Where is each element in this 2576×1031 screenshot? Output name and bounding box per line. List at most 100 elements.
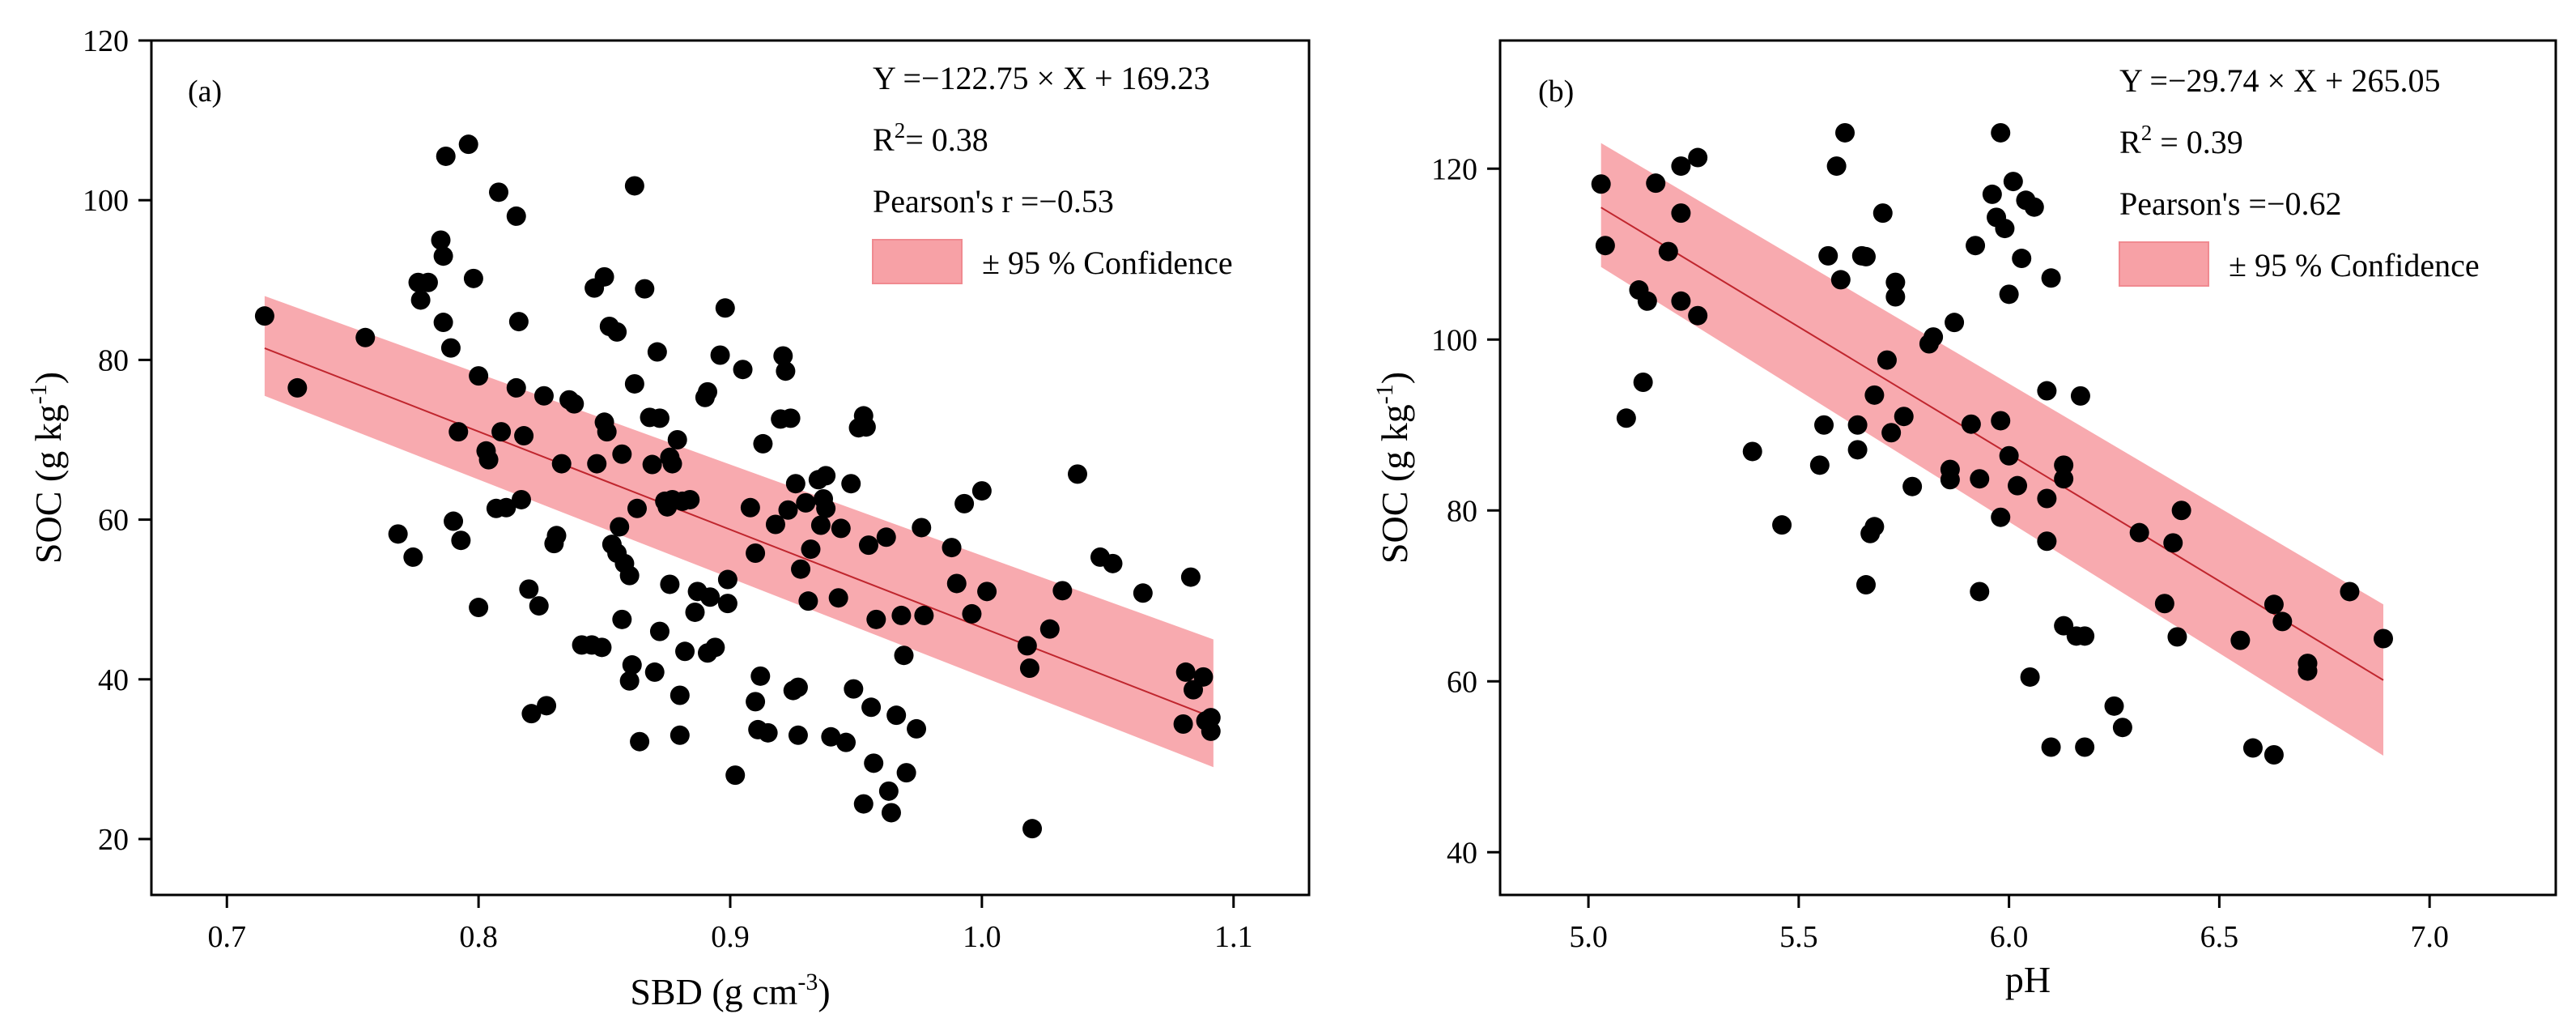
- data-point: [1970, 469, 1990, 489]
- data-point: [816, 498, 836, 518]
- x-tick-label: 6.0: [1990, 920, 2029, 954]
- data-point: [841, 474, 861, 494]
- x-tick-label: 0.7: [208, 920, 247, 954]
- data-point: [564, 394, 584, 414]
- data-point: [876, 527, 896, 547]
- data-point: [1902, 476, 1923, 496]
- x-tick-label: 6.5: [2200, 920, 2239, 954]
- data-point: [891, 605, 912, 625]
- data-point: [1847, 415, 1868, 435]
- axis-ticks-group: 0.7 0.8 0.9 1.0 1.1 20 40 60 80 100 120: [83, 24, 1252, 954]
- data-point: [587, 454, 607, 474]
- data-point: [1133, 583, 1153, 603]
- data-point: [700, 587, 721, 607]
- data-point: [971, 481, 992, 501]
- data-point: [1591, 174, 1611, 194]
- data-point: [1881, 423, 1902, 443]
- data-point: [680, 489, 700, 509]
- data-point: [758, 722, 778, 743]
- data-point: [942, 538, 962, 558]
- x-axis-label-text: pH: [2005, 959, 2051, 1000]
- r-squared-symbol: R: [2119, 124, 2141, 160]
- y-axis-label: SOC (g kg-1): [25, 372, 69, 564]
- data-point: [2012, 249, 2032, 269]
- data-point: [619, 565, 640, 586]
- data-point: [861, 697, 882, 718]
- data-point: [858, 535, 878, 556]
- data-point: [746, 692, 766, 712]
- data-point: [1894, 407, 1914, 427]
- data-point: [1855, 246, 1876, 266]
- data-point: [894, 645, 914, 666]
- data-point: [2298, 654, 2318, 674]
- data-point: [2373, 628, 2393, 649]
- x-tick-label: 1.1: [1214, 920, 1253, 954]
- r-squared-superscript: 2: [895, 118, 906, 143]
- data-point: [1991, 122, 2011, 143]
- data-point: [642, 454, 662, 475]
- x-axis-label: pH: [2005, 959, 2051, 1000]
- data-point: [489, 182, 508, 202]
- panel-label: (a): [188, 75, 222, 109]
- data-point: [1180, 567, 1201, 587]
- data-point: [1970, 582, 1990, 602]
- data-point: [667, 429, 687, 449]
- panel-b: 5.0 5.5 6.0 6.5 7.0 40 60 80 100 120 (b) Y =−29.7…: [1371, 39, 2557, 1000]
- data-point: [2075, 626, 2095, 646]
- data-point: [1052, 581, 1073, 601]
- data-point: [1017, 636, 1037, 656]
- data-point: [886, 705, 907, 726]
- data-point: [630, 731, 650, 752]
- data-point: [597, 422, 617, 442]
- data-point: [1966, 236, 1986, 256]
- y-axis-label: SOC (g kg-1): [1371, 372, 1415, 564]
- data-point: [1864, 385, 1885, 405]
- regression-line: [264, 347, 1214, 719]
- data-point: [2163, 533, 2183, 553]
- data-point: [478, 449, 499, 470]
- data-point: [810, 515, 831, 535]
- x-tick-label: 0.9: [711, 920, 750, 954]
- data-point: [1201, 721, 1221, 741]
- x-tick-label: 5.0: [1569, 920, 1608, 954]
- data-point: [2264, 594, 2284, 615]
- data-point: [1658, 241, 1678, 262]
- data-point: [2003, 172, 2023, 192]
- data-point: [856, 417, 876, 437]
- data-point: [670, 725, 690, 745]
- data-point: [1814, 415, 1834, 435]
- data-point: [685, 602, 705, 622]
- regression-equation: Y =−29.74 × X + 265.05: [2119, 62, 2441, 99]
- data-point: [491, 422, 512, 442]
- regression-line-group: [264, 347, 1214, 719]
- data-point: [1923, 327, 1944, 347]
- data-point: [853, 794, 874, 814]
- data-point: [635, 279, 655, 299]
- y-axis-label-superscript: -1: [25, 384, 52, 404]
- data-point: [410, 290, 431, 310]
- data-point: [529, 596, 549, 616]
- data-point: [828, 588, 848, 608]
- data-point: [778, 500, 798, 520]
- x-axis-label-end: ): [818, 971, 830, 1012]
- data-point: [2112, 718, 2132, 738]
- y-tick-label: 120: [1431, 152, 1477, 186]
- data-point: [2054, 469, 2074, 489]
- y-tick-label: 40: [1447, 836, 1477, 870]
- data-point: [519, 579, 539, 599]
- x-tick-label: 5.5: [1779, 920, 1818, 954]
- data-point: [725, 765, 746, 786]
- data-point: [508, 312, 529, 332]
- data-point: [2340, 582, 2360, 602]
- data-point: [431, 230, 451, 250]
- data-point: [662, 454, 682, 474]
- r-squared-symbol: R: [873, 121, 895, 158]
- legend-label: ± 95 % Confidence: [2229, 247, 2480, 283]
- data-point: [1877, 350, 1897, 370]
- data-point: [740, 497, 760, 518]
- data-point: [864, 753, 884, 773]
- data-point: [1982, 184, 2002, 204]
- data-point: [496, 497, 516, 518]
- data-point: [1173, 714, 1193, 734]
- data-point: [506, 206, 526, 226]
